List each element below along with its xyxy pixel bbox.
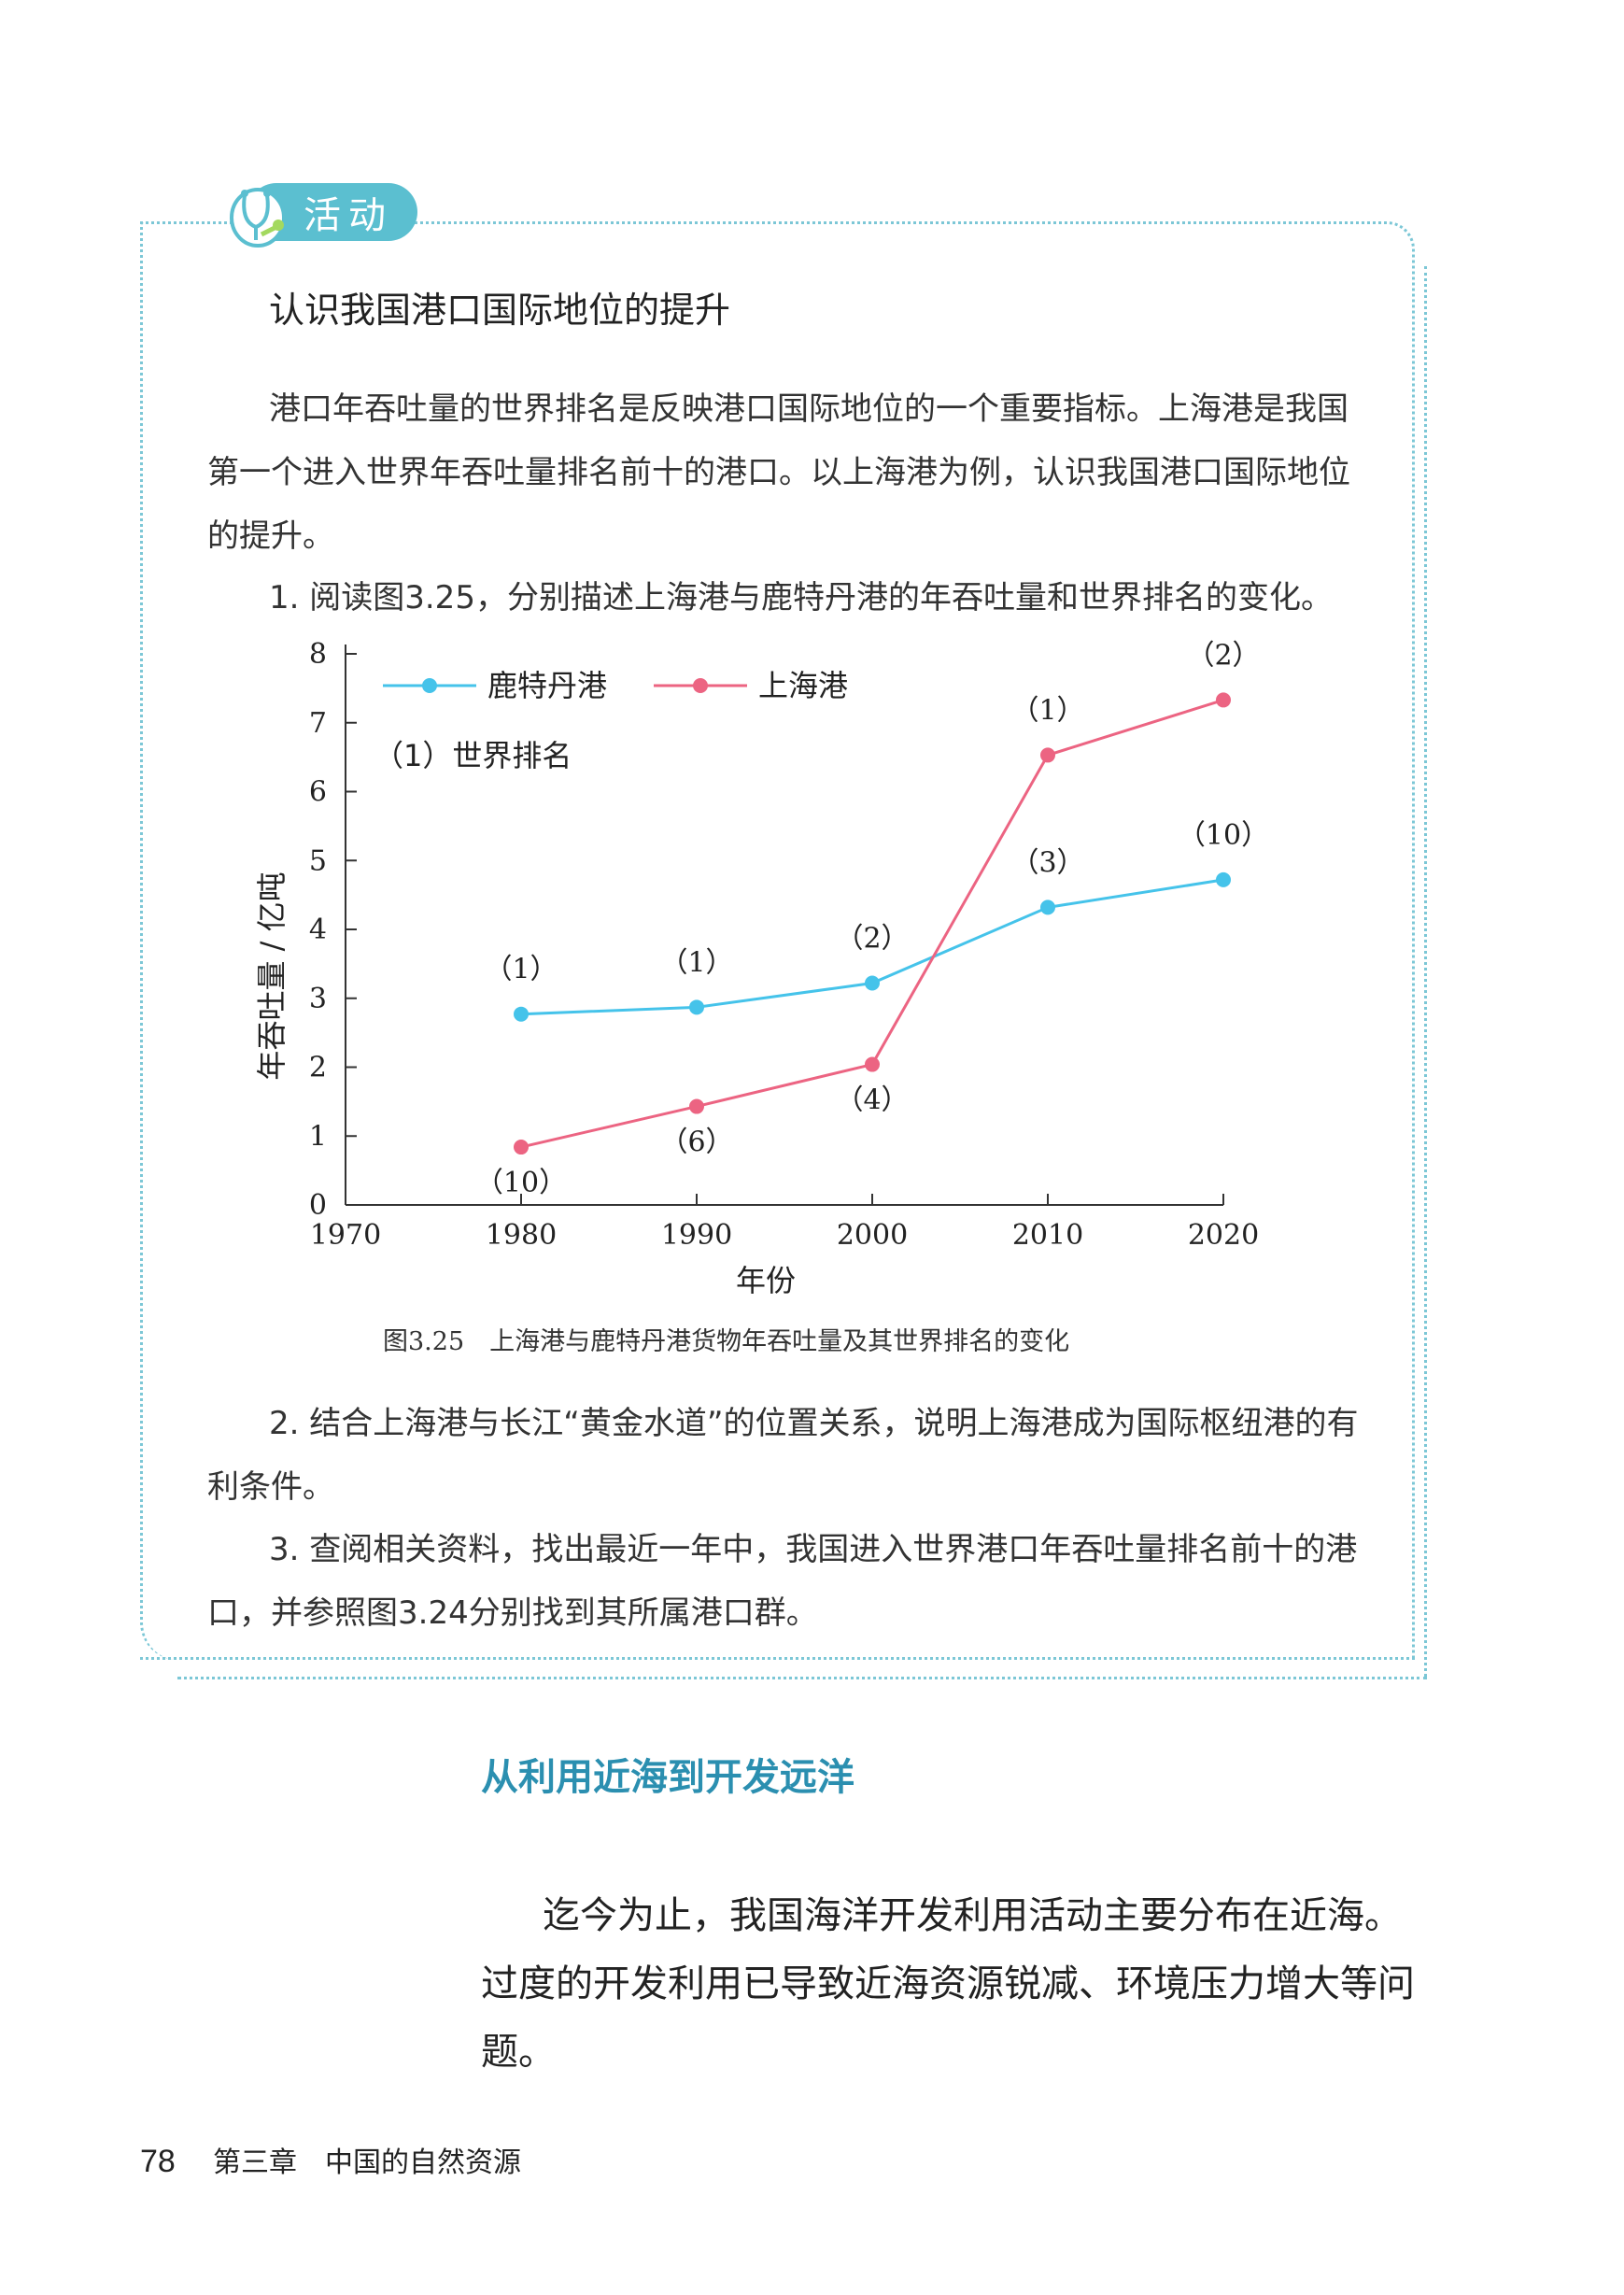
question-2: 2. 结合上海港与长江“黄金水道”的位置关系，说明上海港成为国际枢纽港的有利条件… — [207, 1405, 1359, 1506]
x-tick-label: 1990 — [661, 1219, 732, 1252]
stethoscope-icon — [224, 175, 289, 249]
rank-label: （4） — [835, 1084, 909, 1117]
x-tick-label: 2010 — [1012, 1219, 1083, 1252]
rank-label: （2） — [1186, 639, 1260, 672]
y-tick-label: 7 — [309, 707, 327, 740]
data-point — [514, 1006, 529, 1022]
page-footer: 78 第三章 中国的自然资源 — [140, 2139, 521, 2180]
chapter-title: 第三章 中国的自然资源 — [213, 2146, 521, 2179]
activity-box-shadow-right — [1424, 266, 1427, 1677]
line-chart: 0 1 2 3 4 5 6 7 8 1970 1980 1990 2000 2010 2020 年份 年吞吐量 … — [254, 638, 1269, 1296]
rank-label: （10） — [475, 1167, 567, 1199]
rank-label: （6） — [659, 1126, 733, 1159]
question-1: 1. 阅读图3.25，分别描述上海港与鹿特丹港的年吞吐量和世界排名的变化。 — [269, 579, 1333, 616]
x-tick-label: 2020 — [1188, 1219, 1259, 1252]
rank-label: （1） — [484, 954, 558, 986]
y-tick-label: 0 — [309, 1189, 327, 1222]
y-tick-label: 8 — [309, 638, 327, 671]
data-point — [689, 1098, 704, 1114]
section-paragraph: 迄今为止，我国海洋开发利用活动主要分布在近海。过度的开发利用已导致近海资源锐减、… — [481, 1894, 1415, 2074]
page-number: 78 — [140, 2144, 176, 2179]
chart-labels: （1） （1） （2） （3） （10） （10） （6） （4） （1） （2） 鹿特丹港 上海港 （… — [374, 639, 1269, 1199]
y-tick-label: 6 — [309, 776, 327, 809]
y-tick-label: 2 — [309, 1052, 327, 1084]
x-tick-label: 1970 — [310, 1219, 381, 1252]
rank-label: （3） — [1010, 846, 1084, 879]
x-tick-label: 2000 — [837, 1219, 908, 1252]
data-point — [514, 1140, 529, 1155]
data-point — [689, 999, 704, 1015]
legend-marker — [693, 678, 708, 693]
y-tick-label: 5 — [309, 844, 327, 877]
legend-label: 鹿特丹港 — [487, 668, 607, 703]
chart-axes: 0 1 2 3 4 5 6 7 8 1970 1980 1990 2000 2010 2020 年份 年吞吐量 … — [254, 638, 1259, 1296]
rank-label: （2） — [835, 923, 909, 956]
data-point — [1216, 692, 1231, 708]
data-point — [865, 1056, 880, 1072]
y-tick-label: 1 — [309, 1120, 327, 1153]
data-point — [1040, 747, 1055, 763]
chart-series — [514, 692, 1231, 1155]
activity-box-left-border — [140, 221, 177, 1660]
activity-box-shadow-bottom — [177, 1677, 1427, 1679]
activity-header: 活动 — [224, 170, 417, 254]
data-point — [865, 975, 880, 991]
rank-label: （1） — [659, 946, 733, 979]
activity-box — [140, 221, 1415, 1660]
question-3: 3. 查阅相关资料，找出最近一年中，我国进入世界港口年吞吐量排名前十的港口，并参… — [207, 1531, 1358, 1632]
y-axis-label: 年吞吐量 / 亿吨 — [254, 871, 289, 1080]
activity-intro: 港口年吞吐量的世界排名是反映港口国际地位的一个重要指标。上海港是我国第一个进入世… — [207, 390, 1350, 555]
section-heading: 从利用近海到开发远洋 — [481, 1756, 854, 1799]
rank-label: （10） — [1178, 819, 1269, 852]
y-tick-label: 4 — [309, 914, 327, 946]
figure-caption: 图3.25 上海港与鹿特丹港货物年吞吐量及其世界排名的变化 — [383, 1327, 1070, 1356]
data-point — [1216, 871, 1231, 887]
legend-label: 上海港 — [758, 668, 848, 703]
y-tick-label: 3 — [309, 983, 327, 1015]
chart-annotation: （1）世界排名 — [374, 738, 572, 773]
x-tick-label: 1980 — [486, 1219, 557, 1252]
data-point — [1040, 900, 1055, 915]
legend-marker — [422, 678, 437, 693]
x-axis-label: 年份 — [736, 1263, 796, 1296]
activity-title: 认识我国港口国际地位的提升 — [269, 290, 731, 331]
rank-label: （1） — [1010, 694, 1084, 727]
